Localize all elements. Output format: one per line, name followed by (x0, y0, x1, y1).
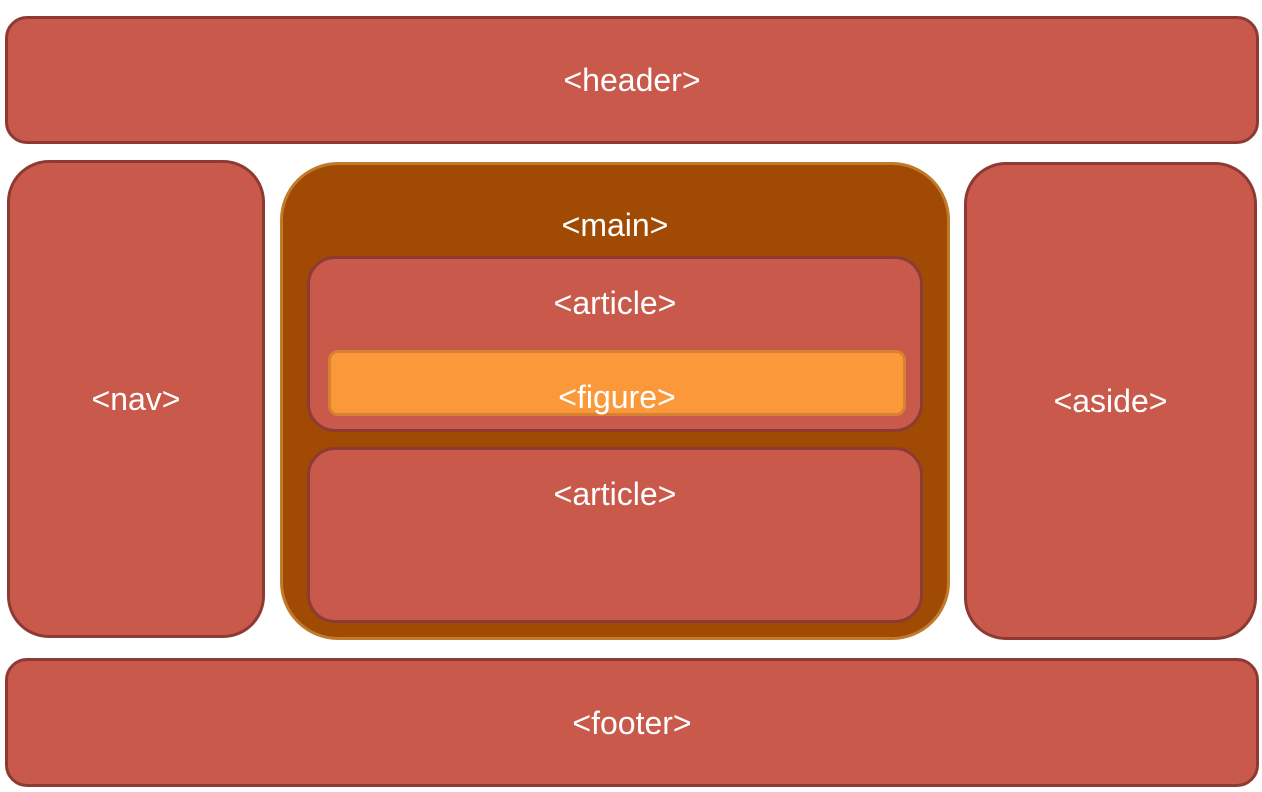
footer-block: <footer> (5, 658, 1259, 787)
nav-label: <nav> (91, 381, 181, 417)
header-block: <header> (5, 16, 1259, 144)
article-block-bottom: <article> (307, 447, 923, 623)
article-label-top: <article> (553, 285, 677, 321)
main-label: <main> (561, 207, 669, 243)
article-label-bottom: <article> (553, 476, 677, 512)
main-block: <main> <article> <figure> <article> (280, 162, 950, 640)
nav-block: <nav> (7, 160, 265, 638)
figure-block: <figure> (328, 350, 906, 416)
figure-label: <figure> (558, 379, 676, 415)
article-block-top: <article> <figure> (307, 256, 923, 432)
header-label: <header> (563, 62, 701, 98)
aside-label: <aside> (1053, 383, 1168, 419)
aside-block: <aside> (964, 162, 1257, 640)
footer-label: <footer> (572, 704, 692, 741)
